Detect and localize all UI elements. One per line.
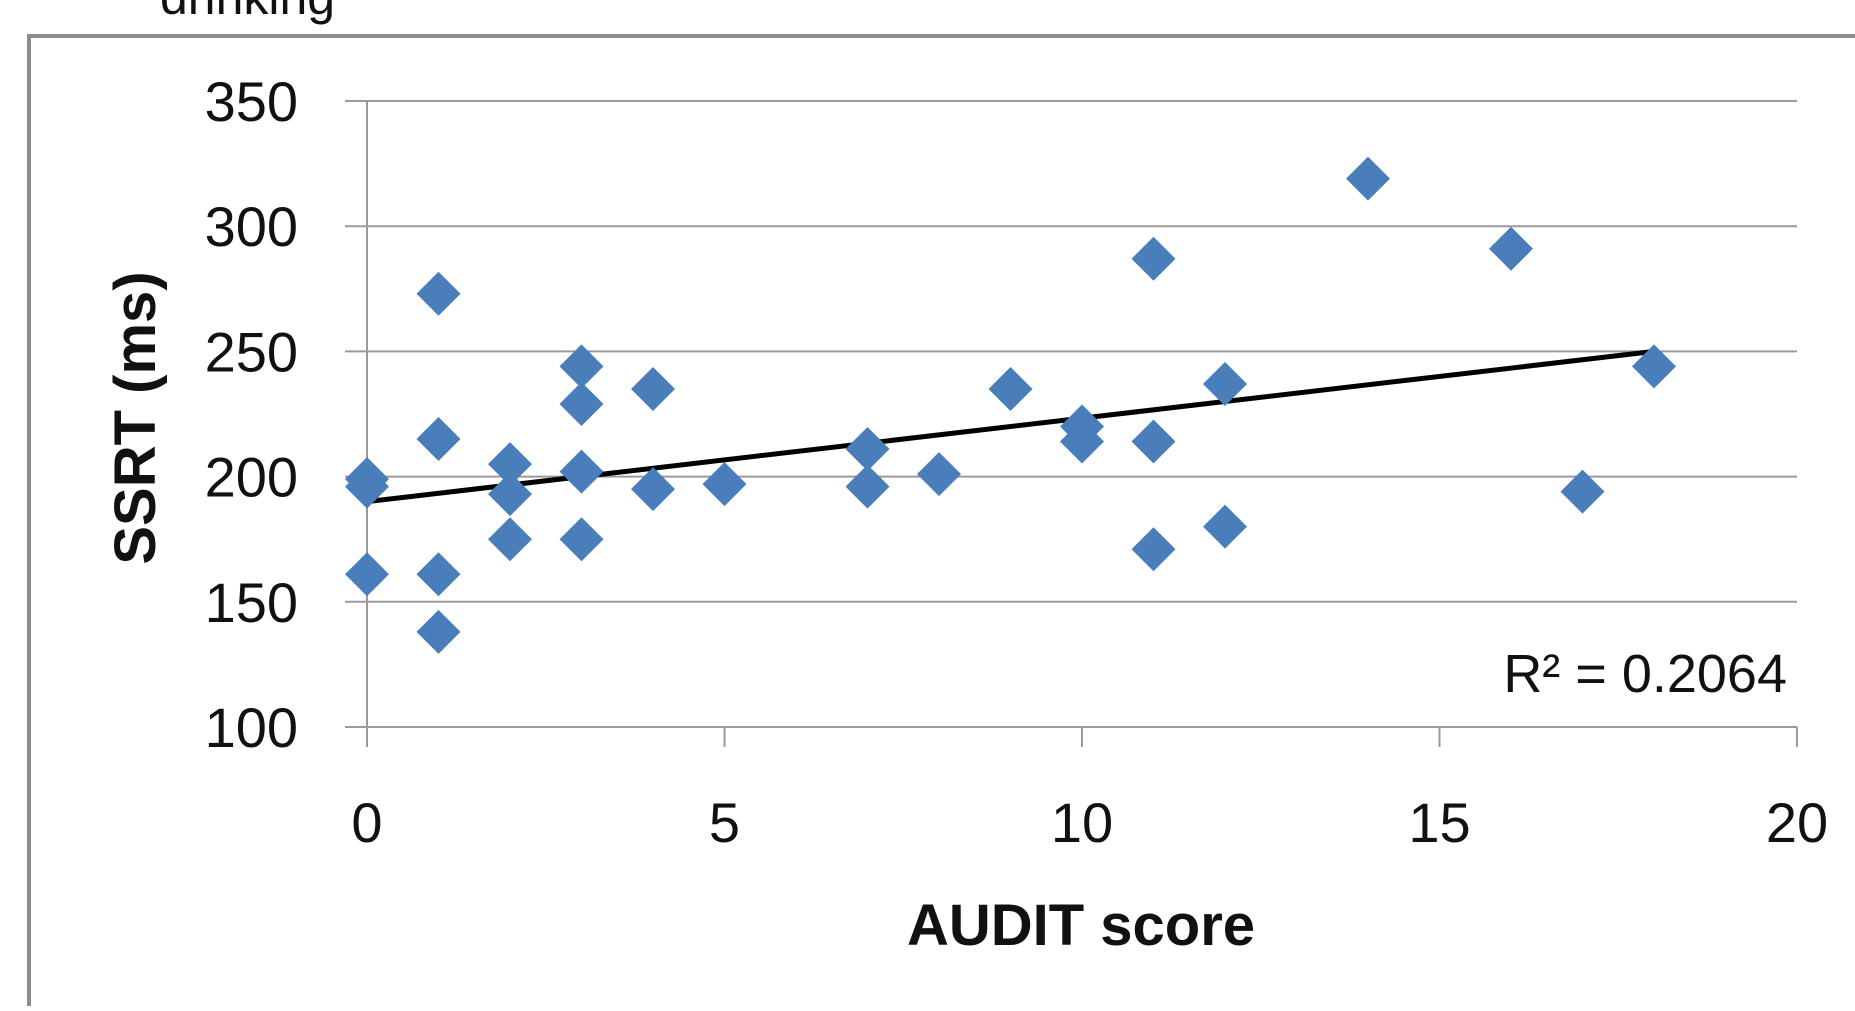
data-point	[631, 366, 675, 411]
data-point	[1489, 226, 1533, 271]
top-caption: drinking	[160, 0, 335, 25]
x-tick-label: 10	[1051, 791, 1113, 854]
gridlines	[345, 100, 1797, 728]
data-point	[416, 417, 461, 462]
data-point	[1632, 344, 1676, 389]
data-point	[1131, 236, 1176, 281]
data-point	[917, 452, 961, 497]
y-tick-label: 350	[205, 70, 298, 133]
data-points	[345, 156, 1676, 654]
x-tick-labels: 0 5 10 15 20	[351, 791, 1828, 854]
chart-frame	[27, 34, 1855, 1011]
data-point	[488, 517, 532, 562]
y-tick-label: 100	[205, 696, 298, 759]
axes	[366, 101, 1798, 747]
data-point	[1203, 504, 1247, 549]
x-tick-label: 5	[709, 791, 740, 854]
data-point	[559, 381, 604, 426]
data-point	[488, 442, 532, 487]
y-tick-labels: 100 150 200 250 300 350	[205, 70, 298, 759]
data-point	[1560, 469, 1605, 514]
data-point	[1060, 419, 1104, 464]
data-point	[559, 517, 604, 562]
data-point	[488, 472, 532, 517]
data-point	[1203, 361, 1247, 406]
data-point	[631, 467, 675, 512]
data-point	[416, 552, 461, 597]
data-point	[559, 449, 604, 494]
data-point	[559, 344, 604, 389]
data-point	[1131, 419, 1176, 464]
data-point	[345, 552, 389, 597]
y-tick-label: 250	[205, 320, 298, 383]
data-point	[416, 609, 461, 654]
x-tick-label: 15	[1408, 791, 1470, 854]
data-point	[345, 464, 389, 509]
data-point	[416, 271, 461, 316]
data-point	[1131, 527, 1176, 572]
x-axis-title: AUDIT score	[907, 893, 1255, 958]
x-tick-label: 0	[351, 791, 382, 854]
y-axis-title: SSRT (ms)	[103, 271, 168, 564]
y-tick-label: 150	[205, 571, 298, 634]
data-point	[988, 366, 1033, 411]
data-point	[1346, 156, 1390, 201]
data-point	[845, 464, 890, 509]
x-tick-label: 20	[1766, 791, 1828, 854]
data-point	[702, 462, 747, 507]
r-squared-annotation: R² = 0.2064	[1503, 644, 1787, 704]
y-tick-label: 200	[205, 446, 298, 509]
y-tick-label: 300	[205, 195, 298, 258]
data-point	[845, 427, 890, 472]
